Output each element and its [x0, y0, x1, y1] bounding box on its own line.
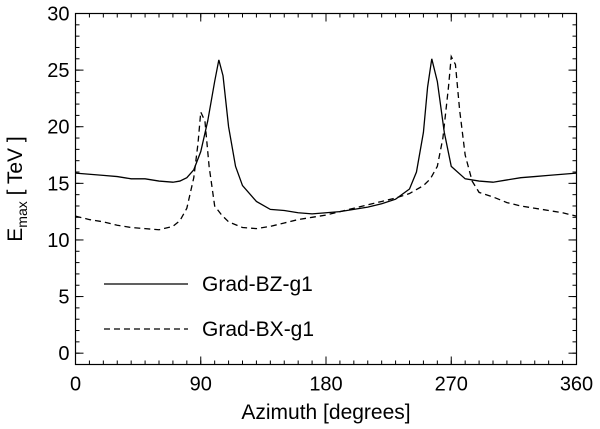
y-tick-label: 15: [47, 173, 69, 195]
y-tick-label: 10: [47, 230, 69, 252]
x-tick-label: 180: [309, 374, 342, 396]
series-layer: [75, 54, 577, 231]
y-tick-label: 20: [47, 117, 69, 139]
series-line-grad-bz-g1: [75, 58, 577, 215]
x-tick-label: 0: [70, 374, 81, 396]
plot-frame: [74, 12, 578, 366]
y-tick-label: 30: [47, 4, 69, 26]
series-line-grad-bx-g1: [75, 54, 577, 231]
x-axis-title: Azimuth [degrees]: [241, 401, 410, 424]
y-tick-label: 0: [58, 343, 69, 365]
axis-ticks: [75, 13, 577, 365]
y-axis-title: Emax [ TeV ]: [4, 136, 30, 241]
x-tick-label: 270: [435, 374, 468, 396]
y-axis-title-subscript: max: [14, 201, 30, 227]
y-axis-title-unit: [ TeV ]: [4, 136, 27, 201]
y-tick-label: 5: [58, 287, 69, 309]
x-tick-label: 360: [560, 374, 593, 396]
legend-label-grad-bz-g1: Grad-BZ-g1: [202, 273, 313, 296]
legend-label-grad-bx-g1: Grad-BX-g1: [202, 318, 314, 341]
y-tick-label: 25: [47, 60, 69, 82]
legend: Grad-BZ-g1 Grad-BX-g1: [104, 273, 314, 341]
x-tick-label: 90: [190, 374, 212, 396]
tick-labels: 0 90 180 270 360 0 5 10 15 20 25 30: [47, 4, 593, 396]
y-axis-title-main: E: [4, 228, 27, 242]
